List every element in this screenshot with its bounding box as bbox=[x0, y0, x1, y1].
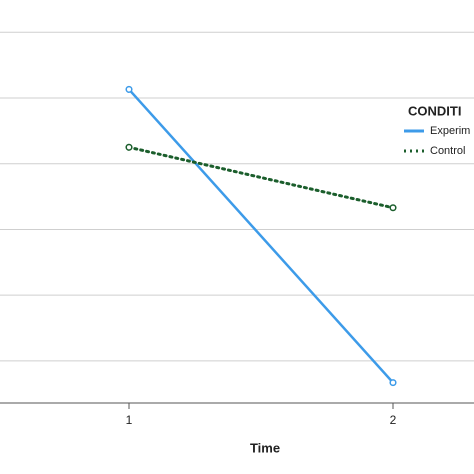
point-marker bbox=[125, 85, 133, 93]
point-marker bbox=[389, 379, 397, 387]
legend-label: Control bbox=[430, 145, 465, 157]
legend-title: CONDITI bbox=[408, 103, 461, 118]
series-line bbox=[127, 88, 395, 384]
x-tick-label: 1 bbox=[126, 413, 133, 427]
point-marker bbox=[389, 204, 397, 212]
x-tick-label: 2 bbox=[390, 413, 397, 427]
series-line bbox=[127, 145, 395, 210]
point-marker bbox=[125, 143, 133, 151]
legend-label: Experim bbox=[430, 125, 470, 137]
x-axis-title: Time bbox=[250, 440, 280, 455]
